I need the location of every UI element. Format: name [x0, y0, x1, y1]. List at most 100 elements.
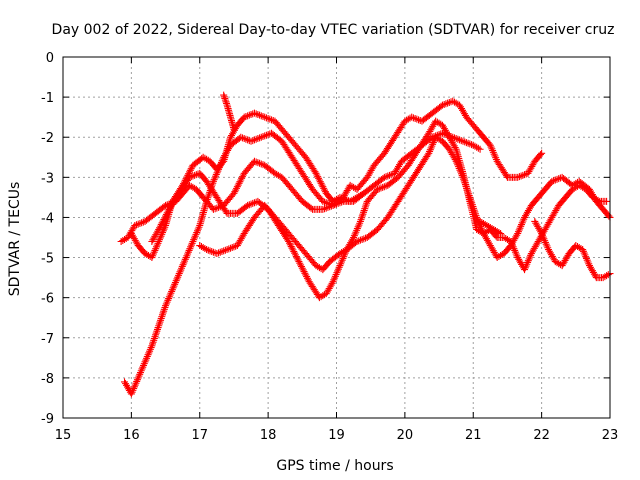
data-point-marker [479, 228, 487, 236]
data-point-marker [289, 246, 297, 254]
data-point-marker [237, 176, 245, 184]
data-point-marker [352, 228, 360, 236]
data-point-marker [453, 159, 461, 167]
data-point-marker [171, 279, 179, 287]
data-point-marker [175, 270, 183, 278]
data-point-marker [162, 212, 170, 220]
data-point-marker [553, 175, 561, 183]
data-point-marker [384, 172, 392, 180]
data-point-marker [354, 223, 362, 231]
data-point-marker [387, 171, 395, 179]
data-point-marker [130, 383, 138, 391]
data-point-marker [131, 381, 139, 389]
data-point-marker [209, 177, 217, 185]
data-point-marker [551, 176, 559, 184]
data-point-marker [180, 259, 188, 267]
data-point-marker [179, 261, 187, 269]
satellite-track-4 [148, 117, 611, 302]
data-point-marker [134, 220, 142, 228]
data-point-marker [452, 157, 460, 165]
data-point-marker [473, 213, 481, 221]
data-point-marker [206, 247, 214, 255]
data-point-marker [358, 190, 366, 198]
data-point-marker [537, 228, 545, 236]
data-point-marker [477, 224, 485, 232]
data-point-marker [240, 135, 248, 143]
x-axis-label: GPS time / hours [276, 458, 393, 474]
data-point-marker [244, 136, 252, 144]
data-point-marker [170, 282, 178, 290]
data-point-marker [156, 222, 164, 230]
data-point-marker [457, 137, 465, 145]
data-point-marker [451, 156, 459, 164]
data-point-marker [220, 247, 228, 255]
data-point-marker [297, 261, 305, 269]
data-point-marker [489, 147, 497, 155]
data-point-marker [178, 262, 186, 270]
y-tick-label: -1 [41, 91, 54, 106]
x-tick-label: 15 [55, 428, 72, 443]
data-point-marker [543, 242, 551, 250]
data-point-marker [158, 230, 166, 238]
data-point-marker [152, 243, 160, 251]
data-point-marker [257, 133, 265, 141]
data-point-marker [361, 205, 369, 213]
data-point-marker [409, 114, 417, 122]
data-points [117, 91, 614, 398]
y-tick-label: -8 [41, 372, 54, 387]
data-point-marker [356, 236, 364, 244]
data-point-marker [538, 149, 546, 157]
data-point-marker [455, 164, 463, 172]
data-point-marker [128, 388, 136, 396]
data-point-marker [160, 307, 168, 315]
data-point-marker [157, 232, 165, 240]
data-point-marker [550, 177, 558, 185]
data-point-marker [291, 249, 299, 257]
data-point-marker [242, 135, 250, 143]
data-point-marker [250, 109, 258, 117]
data-point-marker [517, 221, 525, 229]
data-point-marker [245, 111, 253, 119]
data-point-marker [163, 298, 171, 306]
data-point-marker [183, 252, 191, 260]
y-tick-label: -3 [41, 171, 54, 186]
data-point-marker [444, 99, 452, 107]
data-point-marker [153, 241, 161, 249]
data-point-marker [261, 132, 269, 140]
data-point-marker [211, 205, 219, 213]
data-point-marker [181, 257, 189, 265]
data-point-marker [143, 352, 151, 360]
data-point-marker [259, 112, 267, 120]
data-point-marker [539, 233, 547, 241]
data-point-marker [159, 217, 167, 225]
data-point-marker [293, 254, 301, 262]
data-point-marker [497, 229, 505, 237]
data-point-marker [220, 91, 228, 99]
data-point-marker [454, 163, 462, 171]
data-point-marker [329, 278, 337, 286]
data-point-marker [221, 96, 229, 104]
data-point-marker [230, 189, 238, 197]
x-tick-label: 19 [328, 428, 345, 443]
data-point-marker [524, 258, 532, 266]
data-point-marker [299, 266, 307, 274]
data-point-marker [312, 169, 320, 177]
data-point-marker [245, 201, 253, 209]
data-point-marker [353, 226, 361, 234]
data-point-marker [215, 249, 223, 257]
data-point-marker [457, 168, 465, 176]
data-point-marker [247, 110, 255, 118]
data-point-marker [292, 253, 300, 261]
data-point-marker [136, 369, 144, 377]
data-point-marker [360, 189, 368, 197]
data-point-marker [165, 293, 173, 301]
data-point-marker [150, 336, 158, 344]
data-point-marker [158, 311, 166, 319]
data-point-marker [223, 99, 231, 107]
data-point-marker [580, 249, 588, 257]
data-point-marker [358, 236, 366, 244]
data-point-marker [541, 238, 549, 246]
data-point-marker [150, 248, 158, 256]
data-point-marker [464, 139, 472, 147]
data-point-marker [519, 217, 527, 225]
